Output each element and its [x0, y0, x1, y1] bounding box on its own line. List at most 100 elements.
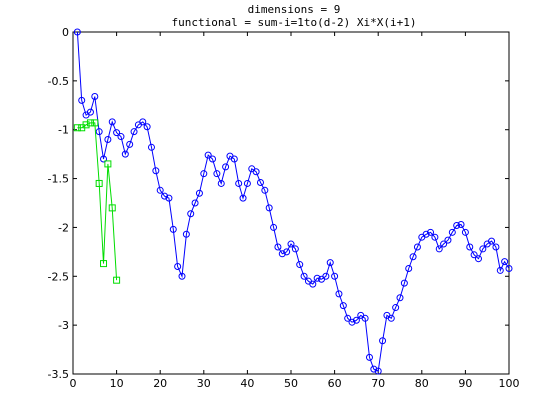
x-tick-label: 30: [197, 377, 211, 390]
series-1-point: [182, 230, 190, 238]
y-tick-label: -1: [58, 124, 69, 137]
series-2-point: [108, 204, 116, 212]
series-1-point: [392, 304, 400, 312]
series-1-point: [496, 266, 504, 274]
series-1-point: [274, 243, 282, 251]
series-1-point: [100, 155, 108, 163]
series-1-point: [178, 272, 186, 280]
series-1-point: [348, 318, 356, 326]
series-1-point: [339, 302, 347, 310]
series-1-point: [209, 155, 217, 163]
series-1-point: [488, 237, 496, 245]
series-1-point: [331, 272, 339, 280]
series-2-point: [104, 160, 112, 168]
series-1-point: [413, 243, 421, 251]
series-1-point: [243, 179, 251, 187]
series-1-point: [470, 251, 478, 259]
series-1-point: [147, 143, 155, 151]
series-1-point: [283, 248, 291, 256]
series-1-point: [104, 135, 112, 143]
series-1-point: [296, 261, 304, 269]
series-1-point: [126, 140, 134, 148]
series-1-point: [252, 168, 260, 176]
series-1-point: [108, 118, 116, 126]
series-2: [73, 119, 121, 284]
series-1-point: [505, 264, 513, 272]
series-1-point: [422, 230, 430, 238]
series-1-point: [169, 225, 177, 233]
series-2-line: [77, 122, 118, 281]
y-tick-label: -3.5: [48, 368, 69, 381]
series-1-point: [322, 272, 330, 280]
series-1-point: [427, 228, 435, 236]
series-1-point: [239, 194, 247, 202]
series-1-point: [213, 170, 221, 178]
series-1-point: [387, 314, 395, 322]
series-1-point: [435, 245, 443, 253]
series-1-point: [444, 236, 452, 244]
series-1-point: [121, 150, 129, 158]
series-1-point: [379, 337, 387, 345]
series-1-point: [235, 179, 243, 187]
series-1-point: [200, 170, 208, 178]
y-tick-label: -3: [58, 319, 69, 332]
series-1-point: [396, 294, 404, 302]
series-1-point: [217, 179, 225, 187]
y-tick-label: 0: [62, 26, 69, 39]
series-1-point: [291, 245, 299, 253]
series-1-point: [300, 272, 308, 280]
series-1-point: [261, 186, 269, 194]
x-tick-label: 20: [153, 377, 167, 390]
series-1-point: [161, 192, 169, 200]
series-1-point: [501, 258, 509, 266]
x-tick-label: 70: [371, 377, 385, 390]
x-tick-label: 100: [499, 377, 520, 390]
series-1-point: [313, 274, 321, 282]
series-1-point: [370, 365, 378, 373]
series-2-point: [91, 119, 99, 127]
series-1-point: [457, 220, 465, 228]
series-2-point: [100, 260, 108, 268]
series-1-point: [91, 92, 99, 100]
series-1-point: [78, 96, 86, 104]
series-1-point: [479, 245, 487, 253]
series-1-point: [270, 223, 278, 231]
series-1-point: [204, 151, 212, 159]
x-tick-label: 40: [240, 377, 254, 390]
series-1-point: [139, 118, 147, 126]
series-1-point: [174, 263, 182, 271]
series-1-point: [86, 108, 94, 116]
series-1-point: [431, 233, 439, 241]
series-1-point: [409, 253, 417, 261]
series-1-point: [492, 243, 500, 251]
x-tick-label: 0: [70, 377, 77, 390]
series-1-point: [287, 240, 295, 248]
chart-title-line-1: dimensions = 9: [248, 3, 341, 16]
series-1-point: [222, 163, 230, 171]
series-1-point: [352, 316, 360, 324]
series-1-point: [117, 133, 125, 141]
series-1-point: [453, 221, 461, 229]
series-1-point: [448, 228, 456, 236]
series-2-point: [82, 121, 90, 129]
y-tick-label: -2.5: [48, 270, 69, 283]
series-1-point: [461, 228, 469, 236]
series-1-point: [466, 243, 474, 251]
series-1-point: [361, 314, 369, 322]
series-1-point: [335, 290, 343, 298]
series-1-point: [440, 240, 448, 248]
series-1-point: [278, 250, 286, 258]
series-layer: [73, 28, 513, 375]
series-1-point: [73, 28, 81, 36]
series-1-point: [374, 367, 382, 375]
series-1-point: [156, 186, 164, 194]
series-1-point: [165, 194, 173, 202]
x-tick-label: 90: [458, 377, 472, 390]
series-1-point: [265, 204, 273, 212]
y-tick-label: -2: [58, 221, 69, 234]
y-tick-label: -1.5: [48, 173, 69, 186]
series-2-point: [73, 124, 81, 132]
series-1-point: [400, 279, 408, 287]
series-1-point: [256, 178, 264, 186]
x-tick-label: 50: [284, 377, 298, 390]
